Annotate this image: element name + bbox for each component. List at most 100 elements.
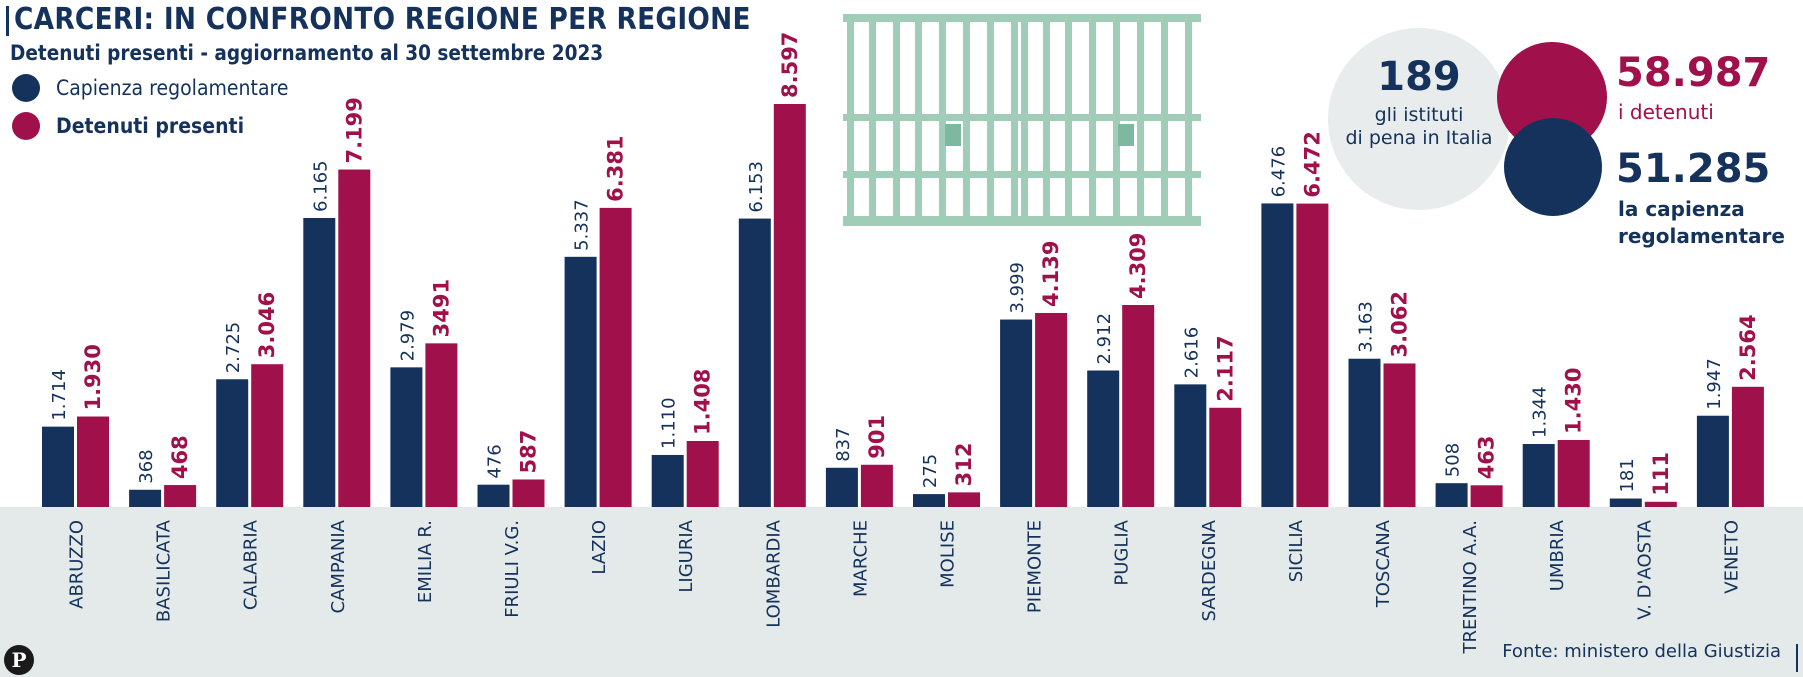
lock-left-icon — [945, 124, 961, 146]
value-label-detenuti: 468 — [168, 435, 192, 479]
bar-vertical — [1113, 14, 1120, 226]
value-label-detenuti: 6.381 — [604, 135, 628, 201]
value-label-capienza: 476 — [485, 444, 506, 478]
bar-vertical — [987, 14, 994, 226]
bars-verticals — [847, 14, 1192, 226]
bar-capienza — [477, 484, 510, 507]
value-label-detenuti: 6.472 — [1300, 131, 1324, 197]
bar-detenuti — [512, 479, 545, 507]
bar-capienza — [216, 379, 249, 507]
value-label-detenuti: 2.117 — [1213, 335, 1237, 401]
detenuti-total-label: i detenuti — [1618, 100, 1714, 124]
bar-detenuti — [1296, 203, 1329, 508]
bar-detenuti — [164, 485, 197, 507]
value-label-capienza: 1.714 — [49, 369, 70, 421]
value-label-capienza: 6.165 — [310, 160, 331, 212]
bar-vertical — [1065, 14, 1072, 226]
bar-detenuti — [1470, 485, 1503, 507]
category-label: SICILIA — [1286, 519, 1307, 582]
bar-capienza — [1348, 358, 1381, 507]
value-label-detenuti: 1.430 — [1562, 368, 1586, 434]
lock-right-icon — [1118, 124, 1134, 146]
publisher-logo: P — [4, 645, 34, 675]
istituti-label: gli istituti di pena in Italia — [1328, 104, 1510, 150]
bar-capienza — [738, 218, 771, 507]
category-label: LAZIO — [589, 520, 610, 575]
bar-capienza — [129, 489, 162, 507]
value-label-capienza: 1.947 — [1704, 358, 1725, 410]
value-label-capienza: 3.163 — [1356, 301, 1377, 353]
category-label: BASILICATA — [154, 519, 175, 622]
legend-item-capienza: Capienza regolamentare — [12, 74, 314, 102]
value-label-capienza: 508 — [1443, 443, 1464, 477]
value-label-detenuti: 1.930 — [81, 344, 105, 410]
bar-detenuti — [773, 104, 806, 507]
bar-detenuti — [1209, 407, 1242, 507]
chart-title: CARCERI: IN CONFRONTO REGIONE PER REGION… — [14, 2, 751, 37]
value-label-capienza: 2.725 — [223, 322, 244, 374]
bar-capienza — [1609, 498, 1642, 507]
category-label: EMILIA R. — [415, 520, 436, 603]
bar-vertical — [963, 14, 970, 226]
value-label-capienza: 275 — [920, 454, 941, 488]
istituti-bubble — [1328, 28, 1510, 210]
value-label-detenuti: 8.597 — [778, 32, 802, 98]
istituti-label-line2: di pena in Italia — [1345, 127, 1493, 149]
value-label-detenuti: 7.199 — [342, 97, 366, 163]
value-label-detenuti: 4.309 — [1126, 233, 1150, 299]
value-label-detenuti: 312 — [952, 443, 976, 487]
category-label: VENETO — [1721, 520, 1742, 594]
value-label-capienza: 181 — [1617, 458, 1638, 492]
bar-vertical — [1043, 14, 1050, 226]
legend-label-detenuti: Detenuti presenti — [56, 114, 245, 138]
category-label: MARCHE — [850, 520, 871, 597]
bar-detenuti — [425, 343, 458, 507]
bars-layer: 1.714 1.930 ABRUZZO 368 468 BASILICATA 2.725 3.… — [42, 32, 1764, 654]
bar-detenuti — [948, 492, 980, 507]
capienza-total-label: la capienza regolamentare — [1618, 196, 1785, 250]
legend-swatch-detenuti — [12, 112, 40, 140]
bar-detenuti — [1644, 501, 1677, 507]
bar-capienza — [564, 256, 597, 507]
capienza-bubble — [1504, 118, 1602, 216]
source-note: Fonte: ministero della Giustizia — [1502, 641, 1781, 662]
istituti-value: 189 — [1377, 54, 1461, 100]
category-label: PIEMONTE — [1025, 520, 1046, 613]
value-label-capienza: 3.999 — [1007, 262, 1028, 314]
value-label-detenuti: 2.564 — [1736, 314, 1760, 380]
bar-capienza — [1087, 370, 1120, 507]
chart-subtitle: Detenuti presenti - aggiornamento al 30 … — [10, 41, 604, 65]
istituti-label-line1: gli istituti — [1374, 104, 1464, 126]
detenuti-total-value: 58.987 — [1616, 50, 1771, 96]
title-accent-bar — [6, 6, 9, 36]
bar-vertical — [1011, 14, 1018, 226]
category-label: LIGURIA — [676, 519, 697, 592]
bar-vertical — [1021, 14, 1028, 226]
source-accent-bar — [1796, 644, 1798, 672]
value-label-capienza: 2.616 — [1181, 327, 1202, 379]
legend-swatch-capienza — [12, 74, 40, 102]
value-label-capienza: 837 — [833, 427, 854, 461]
value-label-capienza: 1.110 — [659, 397, 680, 449]
bar-capienza — [651, 454, 684, 507]
bar-vertical — [915, 14, 922, 226]
category-label: FRIULI V.G. — [502, 520, 523, 618]
prison-bars-illustration — [843, 14, 1201, 226]
bar-detenuti — [599, 207, 632, 507]
value-label-capienza: 5.337 — [572, 199, 593, 251]
value-label-capienza: 6.476 — [1268, 146, 1289, 198]
category-label: LOMBARDIA — [763, 519, 784, 627]
bar-capienza — [1174, 384, 1207, 507]
bar-vertical — [847, 14, 854, 226]
bar-capienza — [825, 467, 858, 507]
legend-item-detenuti: Detenuti presenti — [12, 112, 265, 140]
value-label-capienza: 368 — [136, 449, 157, 483]
bar-capienza — [1696, 415, 1729, 507]
capienza-label-line2: regolamentare — [1618, 224, 1785, 248]
bar-capienza — [390, 367, 423, 507]
bar-detenuti — [860, 464, 893, 507]
category-label: UMBRIA — [1547, 519, 1568, 591]
value-label-detenuti: 901 — [865, 415, 889, 459]
category-label: TRENTINO A.A. — [1460, 520, 1481, 654]
